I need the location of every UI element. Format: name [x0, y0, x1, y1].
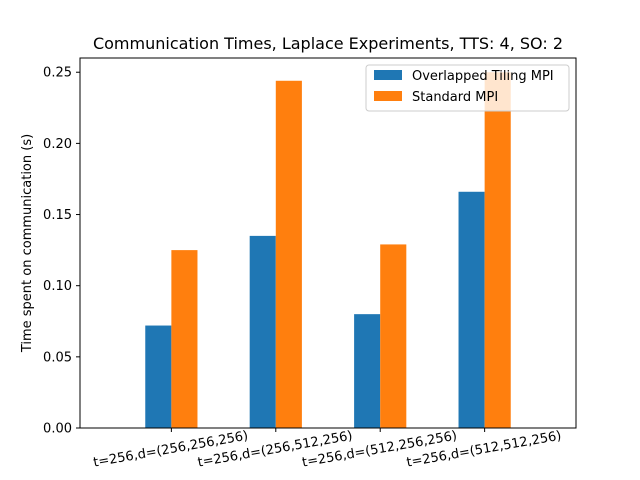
bar-overlapped-tiling-mpi-1 — [249, 235, 276, 428]
y-axis-label: Time spent on communication (s) — [20, 134, 35, 353]
axes-frame — [79, 57, 577, 429]
y-tick-label: 0.05 — [43, 350, 72, 365]
plot-area — [145, 72, 511, 429]
legend-label-overlapped-tiling-mpi: Overlapped Tiling MPI — [412, 69, 554, 84]
legend-swatch-standard-mpi — [374, 91, 402, 101]
bar-standard-mpi-1 — [275, 80, 302, 429]
bar-standard-mpi-2 — [380, 244, 407, 428]
y-tick-label: 0.20 — [43, 137, 72, 152]
y-tick-label: 0.00 — [43, 422, 72, 437]
bar-standard-mpi-3 — [484, 72, 511, 428]
bar-overlapped-tiling-mpi-3 — [458, 191, 485, 428]
legend: Overlapped Tiling MPI Standard MPI — [365, 64, 570, 112]
legend-label-standard-mpi: Standard MPI — [412, 90, 498, 105]
y-axis: 0.00 0.05 0.10 0.15 0.20 0.25 — [43, 66, 80, 437]
bar-standard-mpi-0 — [171, 250, 198, 428]
legend-frame — [365, 64, 570, 112]
legend-swatch-overlapped-tiling-mpi — [374, 70, 402, 80]
y-tick-label: 0.25 — [43, 66, 72, 81]
x-axis: t=256,d=(256,256,256)t=256,d=(256,512,25… — [92, 428, 563, 471]
y-tick-label: 0.10 — [43, 279, 72, 294]
chart-title: Communication Times, Laplace Experiments… — [93, 34, 563, 53]
bar-overlapped-tiling-mpi-0 — [145, 325, 172, 428]
bar-overlapped-tiling-mpi-2 — [354, 314, 381, 428]
y-tick-label: 0.15 — [43, 208, 72, 223]
